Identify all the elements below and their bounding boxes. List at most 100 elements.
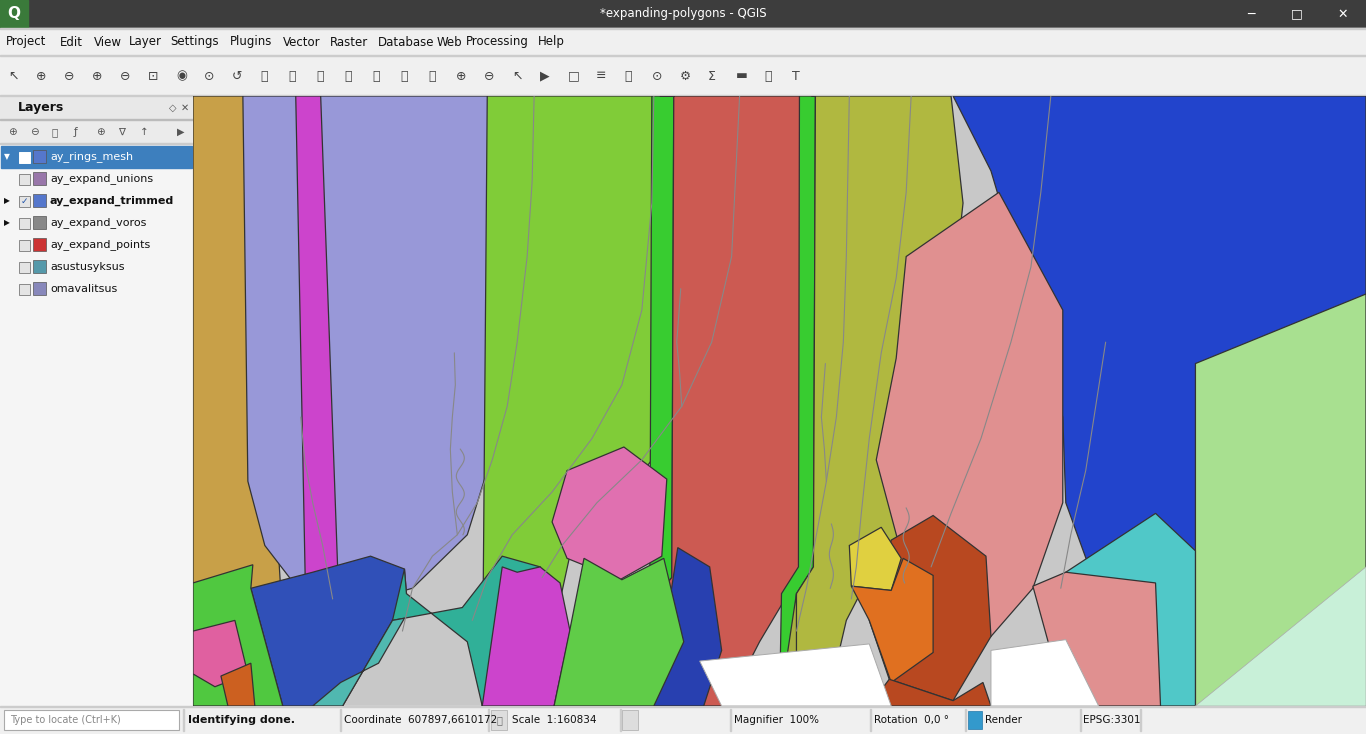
Text: Raster: Raster: [331, 35, 369, 48]
Text: ⊕: ⊕: [96, 127, 105, 137]
Bar: [33, 194, 46, 207]
Text: 🔒: 🔒: [496, 715, 501, 725]
Polygon shape: [552, 447, 667, 580]
Text: ▼: ▼: [4, 153, 10, 161]
Bar: [0, 706, 1366, 707]
Polygon shape: [295, 96, 343, 706]
Polygon shape: [1065, 513, 1195, 706]
Text: ✓: ✓: [20, 153, 29, 162]
Text: EPSG:3301: EPSG:3301: [1083, 715, 1141, 725]
Text: ⊖: ⊖: [120, 70, 131, 82]
Polygon shape: [876, 192, 1063, 636]
Text: ⊖: ⊖: [484, 70, 494, 82]
Polygon shape: [392, 556, 555, 706]
Text: ✕: ✕: [180, 103, 189, 113]
Bar: [19, 284, 30, 295]
Polygon shape: [1195, 567, 1366, 706]
Polygon shape: [851, 559, 933, 683]
Polygon shape: [313, 618, 404, 706]
Text: Database: Database: [377, 35, 434, 48]
Text: Scale  1:160834: Scale 1:160834: [512, 715, 597, 725]
Polygon shape: [699, 644, 891, 706]
Text: ⊖: ⊖: [30, 127, 38, 137]
Text: Identifying done.: Identifying done.: [189, 715, 295, 725]
Text: ◉: ◉: [176, 70, 187, 82]
Text: ay_expand_points: ay_expand_points: [51, 239, 150, 250]
Text: ✓: ✓: [20, 197, 29, 206]
Bar: [0, 55, 1366, 56]
Text: ⊙: ⊙: [204, 70, 214, 82]
Text: ay_expand_unions: ay_expand_unions: [51, 173, 153, 184]
Bar: [0, 0, 1366, 28]
Text: ⊕: ⊕: [8, 127, 16, 137]
Text: ✕: ✕: [1337, 7, 1348, 21]
Bar: [0, 706, 1366, 734]
Bar: [19, 196, 30, 207]
Text: ≡: ≡: [596, 70, 607, 82]
Text: ⬜: ⬜: [288, 70, 295, 82]
Text: ↖: ↖: [512, 70, 523, 82]
Text: 🔍: 🔍: [428, 70, 436, 82]
Text: Web: Web: [437, 35, 463, 48]
Polygon shape: [221, 664, 255, 706]
Text: Help: Help: [538, 35, 564, 48]
Text: ⬜: ⬜: [400, 70, 407, 82]
Bar: [968, 711, 982, 729]
Bar: [1, 146, 193, 168]
Bar: [0, 0, 27, 28]
Text: 💬: 💬: [764, 70, 772, 82]
Text: ▶: ▶: [4, 219, 10, 228]
Bar: [0, 28, 1366, 56]
Polygon shape: [555, 559, 684, 706]
Bar: [622, 710, 638, 730]
Text: T: T: [792, 70, 799, 82]
Text: ⬛: ⬛: [624, 70, 631, 82]
Polygon shape: [791, 96, 963, 706]
Text: Magnifier  100%: Magnifier 100%: [734, 715, 820, 725]
Text: ↖: ↖: [8, 70, 19, 82]
Polygon shape: [780, 594, 796, 706]
Bar: [33, 150, 46, 163]
Text: Layers: Layers: [18, 101, 64, 115]
Text: Edit: Edit: [59, 35, 82, 48]
Text: *expanding-polygons - QGIS: *expanding-polygons - QGIS: [600, 7, 766, 21]
Text: ▶: ▶: [540, 70, 549, 82]
Text: Layer: Layer: [128, 35, 163, 48]
Bar: [33, 238, 46, 251]
Bar: [33, 282, 46, 295]
Bar: [19, 152, 30, 163]
Bar: [4, 710, 179, 730]
Polygon shape: [850, 527, 902, 590]
Text: View: View: [94, 35, 122, 48]
Text: Render: Render: [985, 715, 1022, 725]
Text: ⊡: ⊡: [148, 70, 158, 82]
Text: Type to locate (Ctrl+K): Type to locate (Ctrl+K): [10, 715, 120, 725]
Text: asustusyksus: asustusyksus: [51, 262, 124, 272]
Bar: [0, 96, 193, 120]
Text: ◇: ◇: [169, 103, 176, 113]
Text: ay_expand_voros: ay_expand_voros: [51, 217, 146, 228]
Polygon shape: [193, 564, 283, 706]
Bar: [0, 95, 1366, 96]
Polygon shape: [1033, 573, 1161, 706]
Text: Vector: Vector: [283, 35, 321, 48]
Polygon shape: [193, 96, 288, 706]
Bar: [19, 240, 30, 251]
Polygon shape: [953, 96, 1366, 706]
Polygon shape: [193, 620, 247, 687]
Text: Processing: Processing: [466, 35, 529, 48]
Bar: [19, 218, 30, 229]
Polygon shape: [990, 639, 1098, 706]
Text: ∇: ∇: [117, 127, 126, 137]
Text: Settings: Settings: [169, 35, 219, 48]
Text: Rotation  0,0 °: Rotation 0,0 °: [874, 715, 949, 725]
Bar: [33, 260, 46, 273]
Polygon shape: [630, 548, 721, 706]
Text: ⬜: ⬜: [316, 70, 324, 82]
Text: Σ: Σ: [708, 70, 716, 82]
Text: ─: ─: [1247, 7, 1255, 21]
Text: ay_rings_mesh: ay_rings_mesh: [51, 151, 133, 162]
Text: ⊕: ⊕: [36, 70, 46, 82]
Text: ▶: ▶: [178, 127, 184, 137]
Bar: [33, 172, 46, 185]
